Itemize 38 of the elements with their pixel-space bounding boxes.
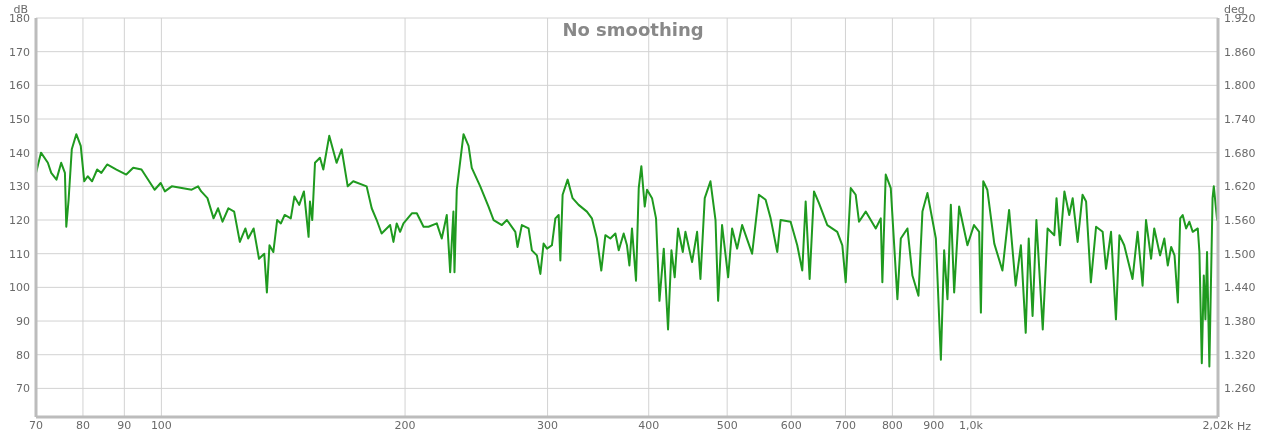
y2-tick-label: 1.320: [1224, 348, 1256, 362]
y2-tick-label: 1.500: [1224, 247, 1256, 261]
y2-tick-label: 1.860: [1224, 45, 1256, 59]
y2-tick-label: 1.800: [1224, 79, 1256, 93]
x-tick-label: 300: [537, 418, 559, 432]
x-tick-label: 400: [638, 418, 660, 432]
y2-tick-label: 1.740: [1224, 112, 1256, 126]
x-tick-label: 500: [716, 418, 738, 432]
x-axis-title: Hz: [1237, 420, 1252, 433]
y2-tick-label: 1.380: [1224, 314, 1256, 328]
x-tick-label: 80: [75, 418, 90, 432]
y2-tick-label: 1.680: [1224, 146, 1256, 160]
y2-tick-label: 1.440: [1224, 281, 1256, 295]
x-tick-label: 90: [117, 418, 132, 432]
x-tick-label: 900: [923, 418, 945, 432]
y-tick-label: 70: [16, 382, 30, 396]
x-tick-label: 100: [150, 418, 172, 432]
y-tick-label: 160: [9, 79, 30, 93]
x-tick-label: 800: [881, 418, 903, 432]
y2-tick-label: 1.620: [1224, 180, 1256, 194]
y2-tick-label: 1.560: [1224, 213, 1256, 227]
x-tick-label: 70: [29, 418, 43, 432]
y2-tick-label: 1.260: [1224, 382, 1256, 396]
x-tick-label: 1,0k: [958, 418, 984, 432]
x-tick-label: 2,02k: [1202, 418, 1235, 432]
y-tick-label: 100: [9, 281, 30, 295]
y-tick-label: 90: [16, 314, 30, 328]
y-tick-label: 80: [16, 348, 30, 362]
chart-title: No smoothing: [561, 19, 705, 41]
x-tick-label: 600: [780, 418, 802, 432]
y-tick-label: 120: [9, 213, 30, 227]
y-tick-label: 130: [9, 180, 30, 194]
y-tick-label: 170: [9, 45, 30, 59]
x-tick-label: 200: [394, 418, 416, 432]
x-tick-label: 700: [834, 418, 856, 432]
y-tick-label: 140: [9, 146, 30, 160]
y-tick-label: 150: [9, 112, 30, 126]
y-tick-label: 110: [9, 247, 30, 261]
